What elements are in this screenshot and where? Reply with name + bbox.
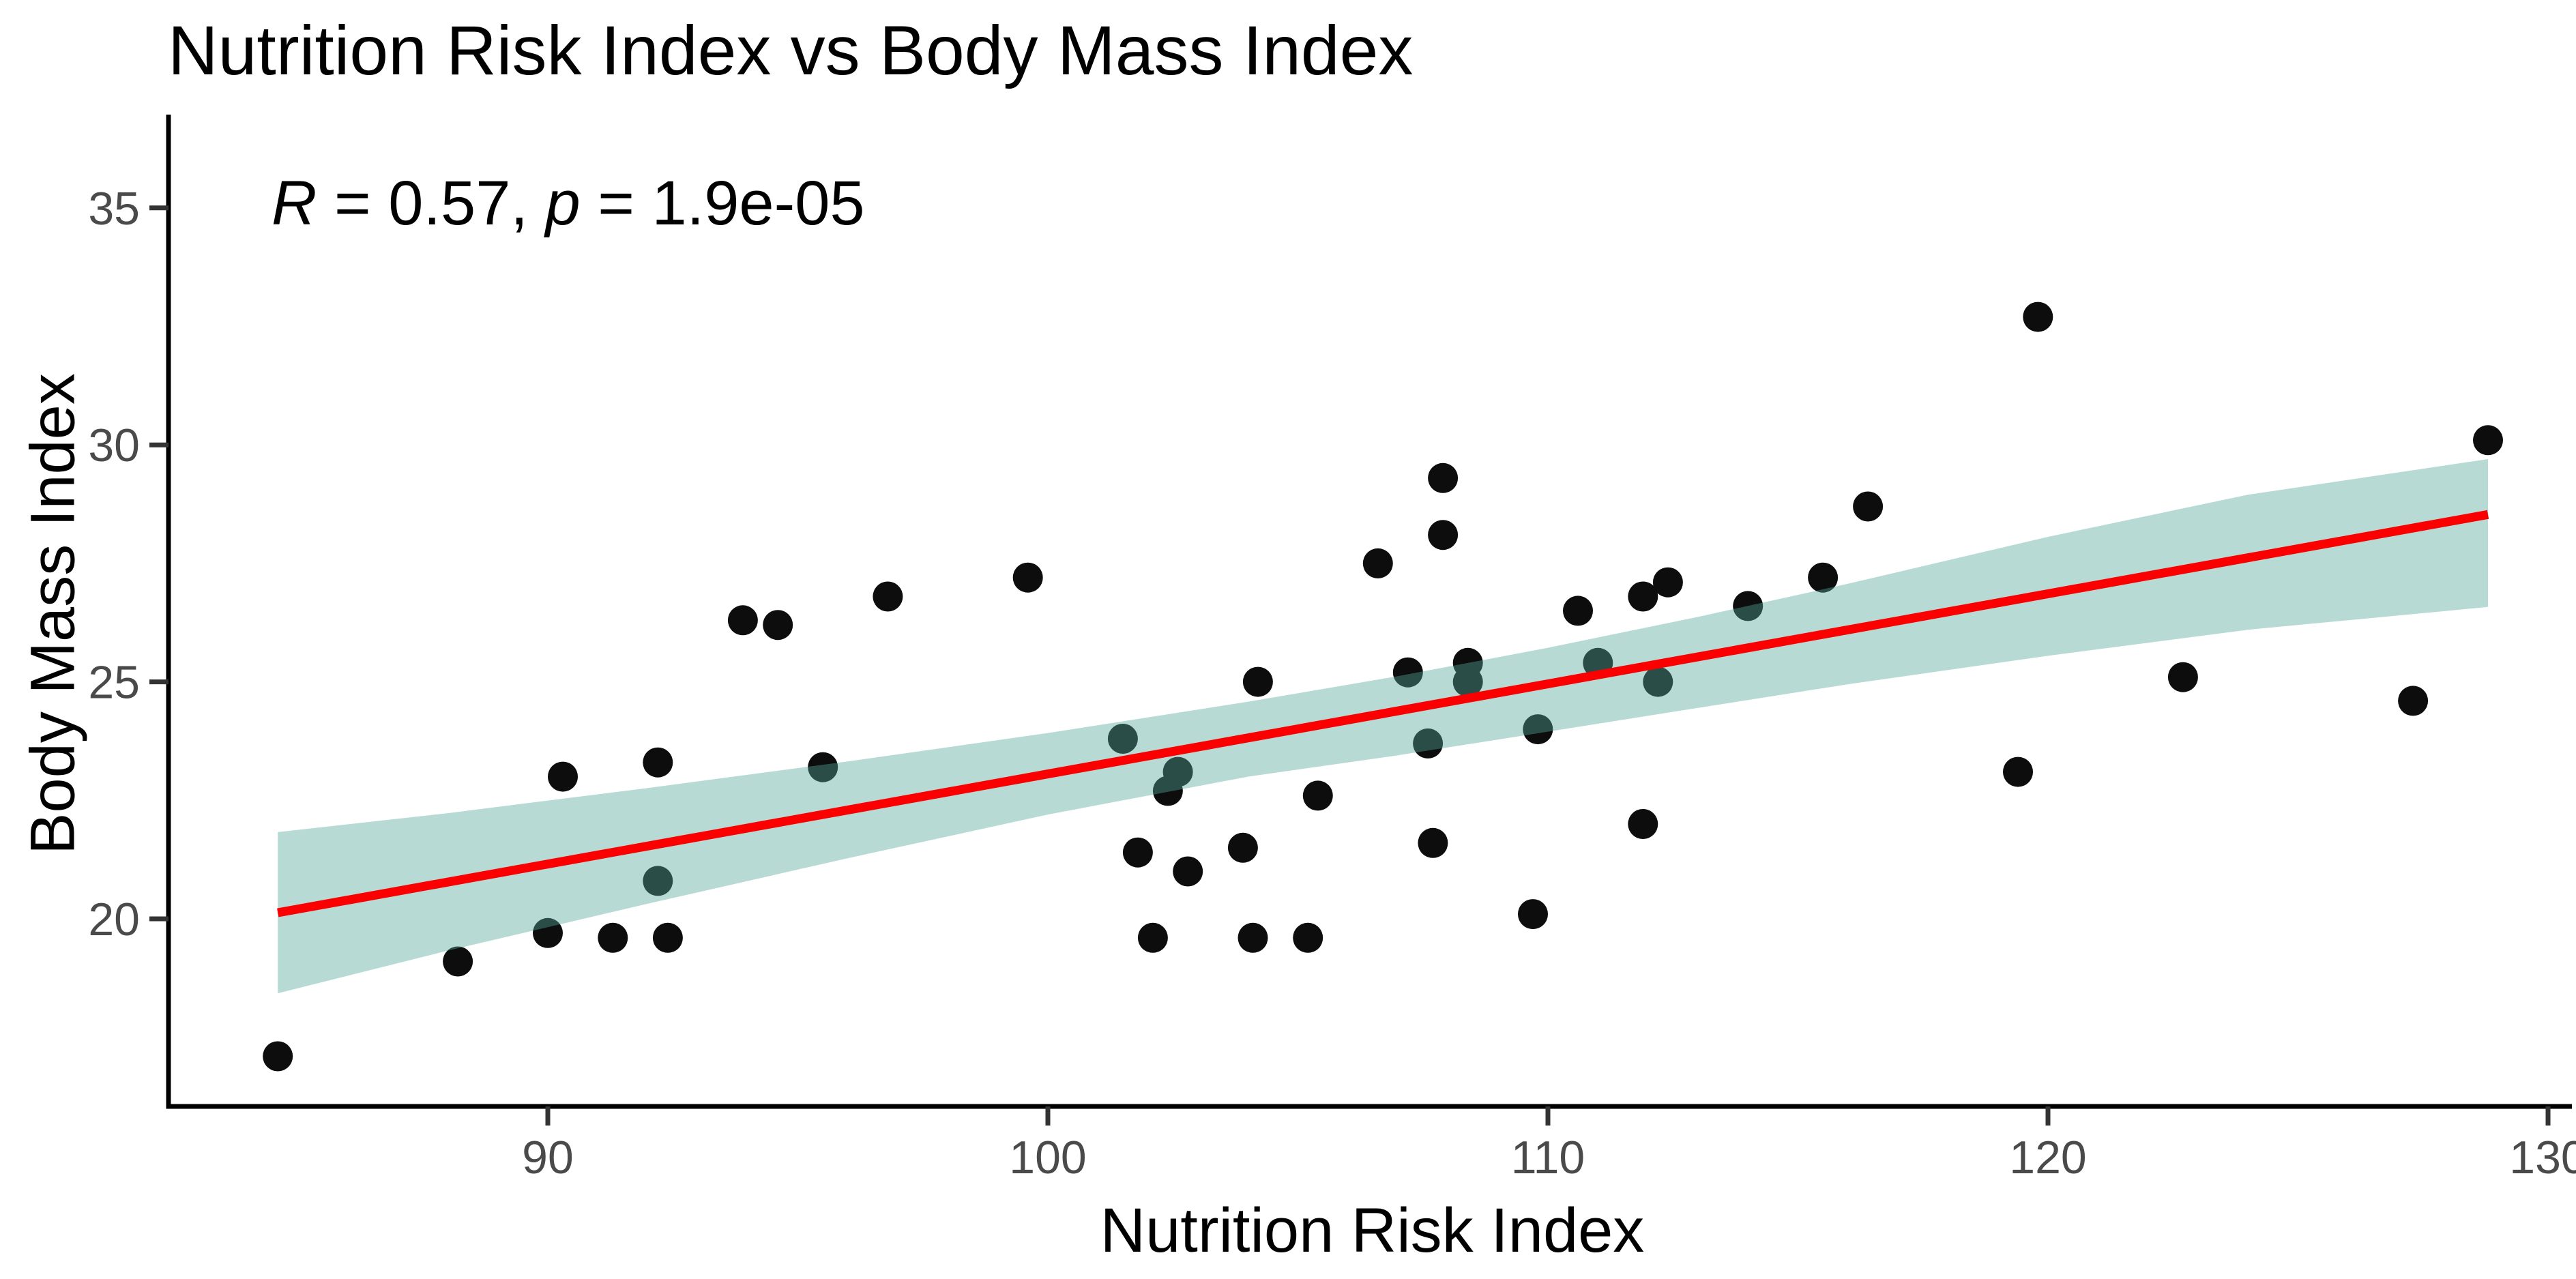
data-point [1563, 596, 1593, 626]
data-point [1652, 567, 1683, 598]
data-point [808, 752, 838, 782]
data-point [2167, 662, 2198, 692]
data-point [1808, 562, 1839, 593]
x-axis-title: Nutrition Risk Index [1100, 1196, 1645, 1265]
data-point [548, 761, 578, 792]
r-label: R [272, 168, 317, 238]
data-point [763, 610, 793, 641]
y-axis-title: Body Mass Index [18, 373, 88, 855]
x-tick-label: 130 [2509, 1132, 2576, 1184]
data-point [1293, 922, 1323, 953]
y-tick-label: 35 [88, 183, 140, 235]
data-point [1227, 832, 1258, 863]
data-point [263, 1041, 293, 1072]
data-point [1428, 520, 1459, 550]
data-point [1242, 666, 1273, 697]
x-tick-label: 90 [522, 1132, 574, 1184]
data-point [1413, 728, 1444, 759]
confidence-band [278, 459, 2489, 994]
data-point [1523, 714, 1553, 745]
data-point [1733, 591, 1763, 621]
data-point [643, 866, 673, 896]
data-point [2473, 425, 2503, 456]
chart-title: Nutrition Risk Index vs Body Mass Index [168, 12, 1414, 89]
y-tick-label: 30 [88, 420, 140, 471]
data-point [2398, 686, 2429, 716]
r-value: = 0.57, [317, 168, 546, 238]
data-point [1518, 899, 1548, 930]
data-point [652, 922, 683, 953]
p-label: p [545, 168, 581, 238]
data-point [598, 922, 628, 953]
data-point [1137, 922, 1168, 953]
data-point [1643, 666, 1673, 697]
y-tick-label: 20 [88, 894, 140, 945]
data-point [1107, 724, 1138, 754]
p-value: = 1.9e-05 [580, 168, 865, 238]
data-point [1122, 837, 1153, 868]
x-tick-label: 110 [1511, 1132, 1585, 1184]
data-point [533, 917, 563, 948]
x-tick-label: 120 [2009, 1132, 2086, 1184]
data-point [443, 946, 473, 977]
data-point [1362, 548, 1393, 578]
data-point [873, 581, 903, 612]
data-point [1628, 809, 1658, 839]
data-point [1452, 666, 1483, 697]
regression-line [277, 510, 2489, 917]
data-point [1392, 657, 1423, 688]
data-point [1012, 562, 1043, 593]
data-point [2023, 302, 2053, 332]
data-point [2003, 756, 2033, 787]
data-point [1428, 462, 1459, 493]
correlation-annotation: R = 0.57, p = 1.9e-05 [272, 168, 865, 239]
data-point [1628, 581, 1658, 612]
data-point [1418, 827, 1448, 858]
data-point [643, 747, 673, 778]
x-tick-label: 100 [1009, 1132, 1086, 1184]
data-point [1853, 491, 1884, 522]
data-point [1173, 856, 1203, 887]
data-point [1238, 922, 1268, 953]
data-point [727, 605, 758, 636]
data-point [1152, 776, 1183, 806]
y-tick-label: 25 [88, 657, 140, 709]
data-point [1302, 780, 1333, 811]
